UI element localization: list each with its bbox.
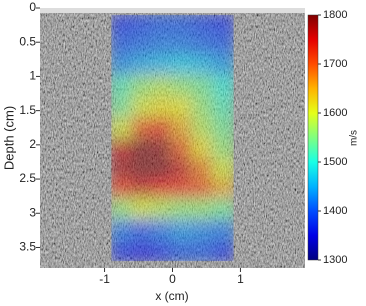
heatmap-cell [111, 239, 133, 262]
heatmap-cell [171, 14, 194, 37]
heatmap-cell [191, 198, 215, 222]
colorbar-tick-label: 1500 [323, 156, 347, 168]
colorbar-tick-label: 1600 [323, 107, 347, 119]
heatmap-cell [151, 239, 174, 262]
heatmap-cell [171, 239, 194, 262]
heatmap-cell [171, 95, 194, 119]
heatmap-cell [130, 54, 154, 78]
y-axis-label: Depth (cm) [1, 106, 16, 170]
y-tick-label: 1 [29, 69, 36, 83]
heatmap-cell [191, 116, 215, 139]
heatmap-cell [111, 75, 133, 98]
heatmap-cell [171, 137, 194, 160]
heatmap-cell [130, 157, 154, 181]
heatmap-cell [212, 219, 234, 242]
y-tick-label: 0.5 [19, 34, 36, 48]
heatmap-cell [171, 157, 194, 181]
heatmap-cell [151, 178, 174, 201]
heatmap-cell [171, 116, 194, 139]
heatmap-cell [212, 14, 234, 37]
plot-area [40, 8, 305, 268]
heatmap-cell [130, 14, 154, 37]
heatmap-cell [151, 75, 174, 98]
y-tick-label: 0 [29, 0, 36, 14]
heatmap-cell [151, 198, 174, 222]
heatmap-cell [111, 34, 133, 57]
heatmap-cell [151, 95, 174, 119]
x-tick-label: 0 [169, 272, 176, 286]
heatmap-cell [191, 34, 215, 57]
colorbar-label: m/s [349, 130, 360, 146]
heatmap-cell [212, 75, 234, 98]
colorbar-tick-label: 1400 [323, 205, 347, 217]
heatmap-cell [212, 157, 234, 181]
heatmap-cell [130, 137, 154, 160]
transducer-surface [40, 8, 305, 13]
heatmap-cell [191, 157, 215, 181]
heatmap-cell [130, 239, 154, 262]
heatmap-cell [151, 34, 174, 57]
heatmap-cell [130, 198, 154, 222]
heatmap-cell [191, 95, 215, 119]
colorbar-tick-label: 1700 [323, 58, 347, 70]
colorbar-tick-label: 1800 [323, 9, 347, 21]
heatmap-cell [212, 198, 234, 222]
y-tick-label: 3.5 [19, 240, 36, 254]
heatmap-cell [191, 54, 215, 78]
heatmap-cell [212, 239, 234, 262]
heatmap-cell [111, 137, 133, 160]
heatmap-cell [111, 157, 133, 181]
heatmap-cell [171, 178, 194, 201]
colorbar-tick-label: 1300 [323, 254, 347, 266]
heatmap-cell [130, 219, 154, 242]
heatmap-cell [130, 95, 154, 119]
x-tick-label: 1 [237, 272, 244, 286]
heatmap-cell [191, 239, 215, 262]
heatmap-cell [151, 54, 174, 78]
heatmap-cell [111, 95, 133, 119]
heatmap-cell [212, 34, 234, 57]
heatmap-cell [111, 14, 133, 37]
y-tick-label: 2 [29, 137, 36, 151]
heatmap-cell [111, 116, 133, 139]
heatmap-cell [171, 219, 194, 242]
heatmap-cell [111, 198, 133, 222]
heatmap-cell [111, 178, 133, 201]
heatmap-cell [171, 34, 194, 57]
heatmap-cell [151, 157, 174, 181]
heatmap-cell [171, 75, 194, 98]
sound-speed-overlay [111, 14, 234, 262]
colorbar [307, 14, 319, 261]
heatmap-cell [130, 75, 154, 98]
heatmap-cell [191, 219, 215, 242]
y-tick-label: 1.5 [19, 103, 36, 117]
heatmap-cell [130, 116, 154, 139]
heatmap-cell [212, 178, 234, 201]
x-axis-label: x (cm) [155, 289, 188, 303]
heatmap-cell [151, 116, 174, 139]
heatmap-cell [212, 137, 234, 160]
heatmap-cell [191, 14, 215, 37]
heatmap-cell [171, 54, 194, 78]
heatmap-cell [171, 198, 194, 222]
heatmap-cell [151, 137, 174, 160]
heatmap-cell [151, 14, 174, 37]
heatmap-cell [130, 34, 154, 57]
heatmap-cell [191, 178, 215, 201]
heatmap-cell [130, 178, 154, 201]
heatmap-cell [151, 219, 174, 242]
y-tick-label: 2.5 [19, 171, 36, 185]
heatmap-cell [191, 75, 215, 98]
x-tick-label: -1 [99, 272, 110, 286]
heatmap-cell [111, 219, 133, 242]
heatmap-cell [212, 116, 234, 139]
heatmap-cell [212, 95, 234, 119]
heatmap-cell [212, 54, 234, 78]
heatmap-cell [191, 137, 215, 160]
heatmap-cell [111, 54, 133, 78]
y-tick-label: 3 [29, 205, 36, 219]
